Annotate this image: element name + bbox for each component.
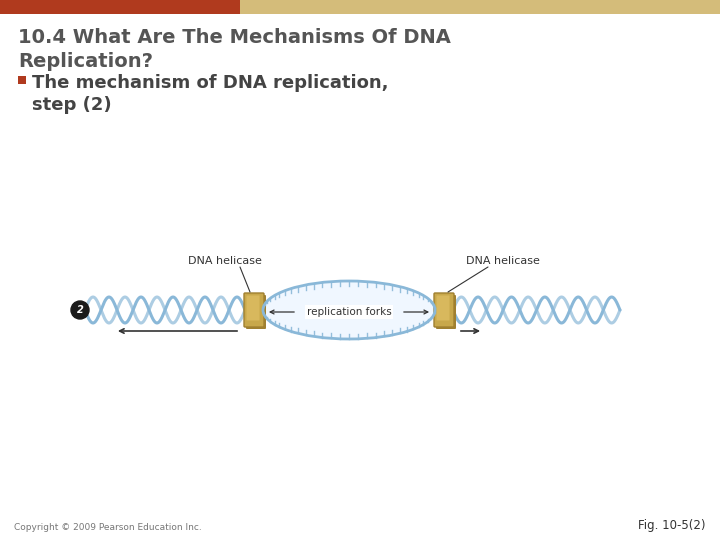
Bar — [0, 0, 240, 14]
FancyBboxPatch shape — [246, 295, 259, 321]
FancyBboxPatch shape — [246, 295, 266, 329]
Text: DNA helicase: DNA helicase — [466, 256, 540, 266]
Ellipse shape — [263, 281, 435, 339]
Text: step (2): step (2) — [32, 96, 112, 114]
Circle shape — [71, 301, 89, 319]
FancyBboxPatch shape — [436, 295, 449, 321]
Text: Replication?: Replication? — [18, 52, 153, 71]
Bar — [240, 0, 720, 14]
FancyBboxPatch shape — [244, 293, 264, 327]
FancyBboxPatch shape — [434, 293, 454, 327]
Text: Copyright © 2009 Pearson Education Inc.: Copyright © 2009 Pearson Education Inc. — [14, 523, 202, 532]
Text: DNA helicase: DNA helicase — [188, 256, 262, 266]
Bar — [18, 76, 26, 84]
Text: Fig. 10-5(2): Fig. 10-5(2) — [639, 519, 706, 532]
Text: replication forks: replication forks — [307, 307, 392, 317]
Text: 10.4 What Are The Mechanisms Of DNA: 10.4 What Are The Mechanisms Of DNA — [18, 28, 451, 47]
Text: The mechanism of DNA replication,: The mechanism of DNA replication, — [32, 74, 389, 92]
FancyBboxPatch shape — [436, 295, 456, 329]
Text: 2: 2 — [76, 305, 84, 315]
